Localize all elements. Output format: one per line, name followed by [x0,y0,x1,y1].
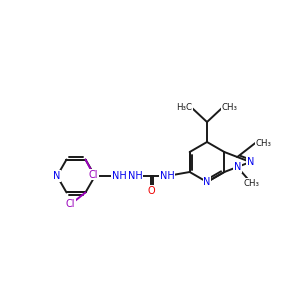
Text: NH: NH [128,171,142,181]
Text: N: N [53,171,61,181]
Text: CH₃: CH₃ [243,178,259,188]
Text: N: N [203,177,211,187]
Text: H₃C: H₃C [176,103,192,112]
Text: N: N [247,157,254,167]
Text: CH₃: CH₃ [255,139,271,148]
Text: Cl: Cl [66,200,75,209]
Text: O: O [147,186,155,196]
Text: NH: NH [112,171,126,181]
Text: CH₃: CH₃ [222,103,238,112]
Text: Cl: Cl [89,169,98,179]
Text: NH: NH [160,171,174,181]
Text: N: N [234,162,241,172]
